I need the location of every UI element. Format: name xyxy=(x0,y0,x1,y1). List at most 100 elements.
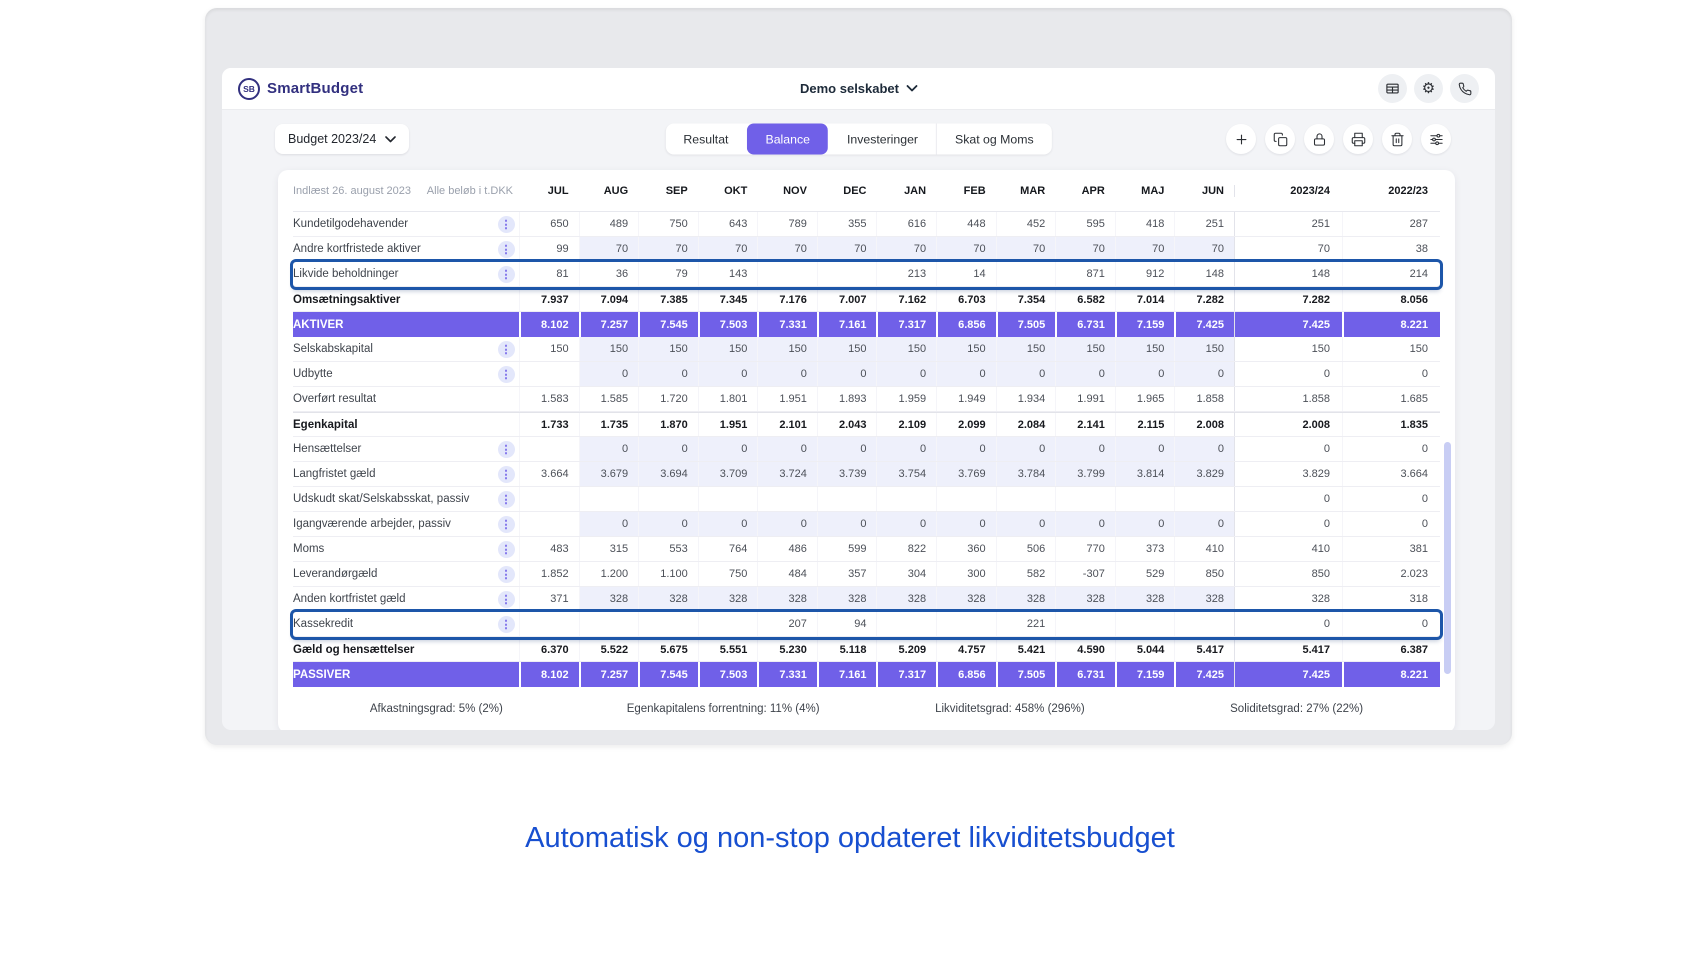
value-cell[interactable]: 70 xyxy=(876,237,937,261)
value-cell[interactable] xyxy=(816,262,877,286)
value-cell[interactable]: 0 xyxy=(995,362,1056,386)
value-cell[interactable]: 0 xyxy=(1233,612,1342,636)
value-cell[interactable]: 912 xyxy=(1114,262,1175,286)
row-menu-cell[interactable]: ⋮ xyxy=(493,490,519,508)
value-cell[interactable]: 3.679 xyxy=(578,462,639,486)
value-cell[interactable]: 483 xyxy=(519,537,579,561)
value-cell[interactable]: 328 xyxy=(1114,587,1175,611)
value-cell[interactable]: 360 xyxy=(936,537,996,561)
tab-skat-og-moms[interactable]: Skat og Moms xyxy=(936,123,1052,155)
value-cell[interactable]: 750 xyxy=(638,212,698,236)
value-cell[interactable]: 150 xyxy=(995,337,1056,361)
value-cell[interactable] xyxy=(816,487,877,511)
value-cell[interactable]: 70 xyxy=(697,237,758,261)
value-cell[interactable]: 3.664 xyxy=(519,462,579,486)
value-cell[interactable]: 304 xyxy=(876,562,936,586)
value-cell[interactable]: 150 xyxy=(816,337,877,361)
value-cell[interactable]: 99 xyxy=(519,237,579,261)
value-cell[interactable]: 70 xyxy=(638,237,698,261)
row-menu-cell[interactable]: ⋮ xyxy=(493,465,519,483)
value-cell[interactable]: 1.200 xyxy=(578,562,639,586)
value-cell[interactable]: 486 xyxy=(757,537,817,561)
lock-button[interactable] xyxy=(1304,124,1334,154)
value-cell[interactable] xyxy=(638,612,698,636)
value-cell[interactable]: 0 xyxy=(876,437,937,461)
value-cell[interactable]: 251 xyxy=(1174,212,1234,236)
value-cell[interactable]: 318 xyxy=(1341,587,1440,611)
row-menu-icon[interactable]: ⋮ xyxy=(497,215,515,233)
value-cell[interactable]: 213 xyxy=(876,262,936,286)
value-cell[interactable]: 148 xyxy=(1233,262,1342,286)
value-cell[interactable]: 1.852 xyxy=(519,562,579,586)
value-cell[interactable]: 0 xyxy=(697,362,758,386)
delete-button[interactable] xyxy=(1382,124,1412,154)
row-menu-icon[interactable]: ⋮ xyxy=(497,240,515,258)
value-cell[interactable]: 0 xyxy=(1233,362,1342,386)
value-cell[interactable]: 448 xyxy=(936,212,996,236)
value-cell[interactable]: 0 xyxy=(816,512,877,536)
settings-button[interactable]: ⚙ xyxy=(1414,74,1443,103)
value-cell[interactable]: 599 xyxy=(816,537,877,561)
value-cell[interactable]: 616 xyxy=(876,212,936,236)
value-cell[interactable]: 328 xyxy=(1233,587,1342,611)
row-menu-icon[interactable]: ⋮ xyxy=(497,490,515,508)
value-cell[interactable]: 150 xyxy=(1114,337,1175,361)
value-cell[interactable]: 0 xyxy=(1114,512,1175,536)
row-menu-cell[interactable]: ⋮ xyxy=(493,440,519,458)
value-cell[interactable] xyxy=(697,487,758,511)
value-cell[interactable]: 553 xyxy=(638,537,698,561)
value-cell[interactable]: 789 xyxy=(757,212,817,236)
value-cell[interactable] xyxy=(757,487,817,511)
table-view-button[interactable] xyxy=(1378,74,1407,103)
value-cell[interactable]: 355 xyxy=(816,212,877,236)
value-cell[interactable]: 328 xyxy=(876,587,937,611)
value-cell[interactable] xyxy=(876,487,936,511)
value-cell[interactable]: 410 xyxy=(1233,537,1342,561)
value-cell[interactable]: 506 xyxy=(995,537,1056,561)
value-cell[interactable]: 0 xyxy=(1341,437,1440,461)
value-cell[interactable]: 595 xyxy=(1055,212,1115,236)
value-cell[interactable] xyxy=(697,612,758,636)
value-cell[interactable] xyxy=(1174,612,1234,636)
value-cell[interactable] xyxy=(578,612,639,636)
value-cell[interactable]: 143 xyxy=(697,262,758,286)
value-cell[interactable]: 70 xyxy=(578,237,639,261)
value-cell[interactable]: 0 xyxy=(697,512,758,536)
value-cell[interactable]: 328 xyxy=(638,587,698,611)
value-cell[interactable]: 0 xyxy=(1233,487,1342,511)
value-cell[interactable]: 0 xyxy=(995,437,1056,461)
value-cell[interactable]: 0 xyxy=(1233,437,1342,461)
value-cell[interactable]: 750 xyxy=(697,562,758,586)
row-menu-cell[interactable]: ⋮ xyxy=(493,565,519,583)
tab-investeringer[interactable]: Investeringer xyxy=(846,132,919,146)
value-cell[interactable]: 0 xyxy=(757,437,817,461)
add-button[interactable] xyxy=(1226,124,1256,154)
value-cell[interactable]: 328 xyxy=(757,587,817,611)
value-cell[interactable]: 70 xyxy=(1114,237,1175,261)
value-cell[interactable] xyxy=(1174,487,1234,511)
value-cell[interactable]: 0 xyxy=(757,512,817,536)
value-cell[interactable]: 0 xyxy=(936,437,996,461)
value-cell[interactable]: 287 xyxy=(1341,212,1440,236)
value-cell[interactable]: 3.664 xyxy=(1341,462,1440,486)
value-cell[interactable]: 0 xyxy=(1114,437,1175,461)
value-cell[interactable]: 150 xyxy=(876,337,937,361)
value-cell[interactable]: 357 xyxy=(816,562,877,586)
print-button[interactable] xyxy=(1343,124,1373,154)
row-menu-cell[interactable]: ⋮ xyxy=(493,240,519,258)
value-cell[interactable]: 328 xyxy=(995,587,1056,611)
row-menu-cell[interactable]: ⋮ xyxy=(493,515,519,533)
value-cell[interactable]: 529 xyxy=(1114,562,1175,586)
value-cell[interactable]: 81 xyxy=(519,262,579,286)
value-cell[interactable]: 0 xyxy=(757,362,817,386)
value-cell[interactable]: 643 xyxy=(697,212,758,236)
value-cell[interactable]: 79 xyxy=(638,262,698,286)
value-cell[interactable]: 3.829 xyxy=(1233,462,1342,486)
row-menu-icon[interactable]: ⋮ xyxy=(497,265,515,283)
value-cell[interactable]: 770 xyxy=(1055,537,1115,561)
duplicate-button[interactable] xyxy=(1265,124,1295,154)
value-cell[interactable]: 0 xyxy=(697,437,758,461)
value-cell[interactable] xyxy=(1114,612,1175,636)
row-menu-cell[interactable]: ⋮ xyxy=(493,540,519,558)
row-menu-cell[interactable]: ⋮ xyxy=(493,615,519,633)
